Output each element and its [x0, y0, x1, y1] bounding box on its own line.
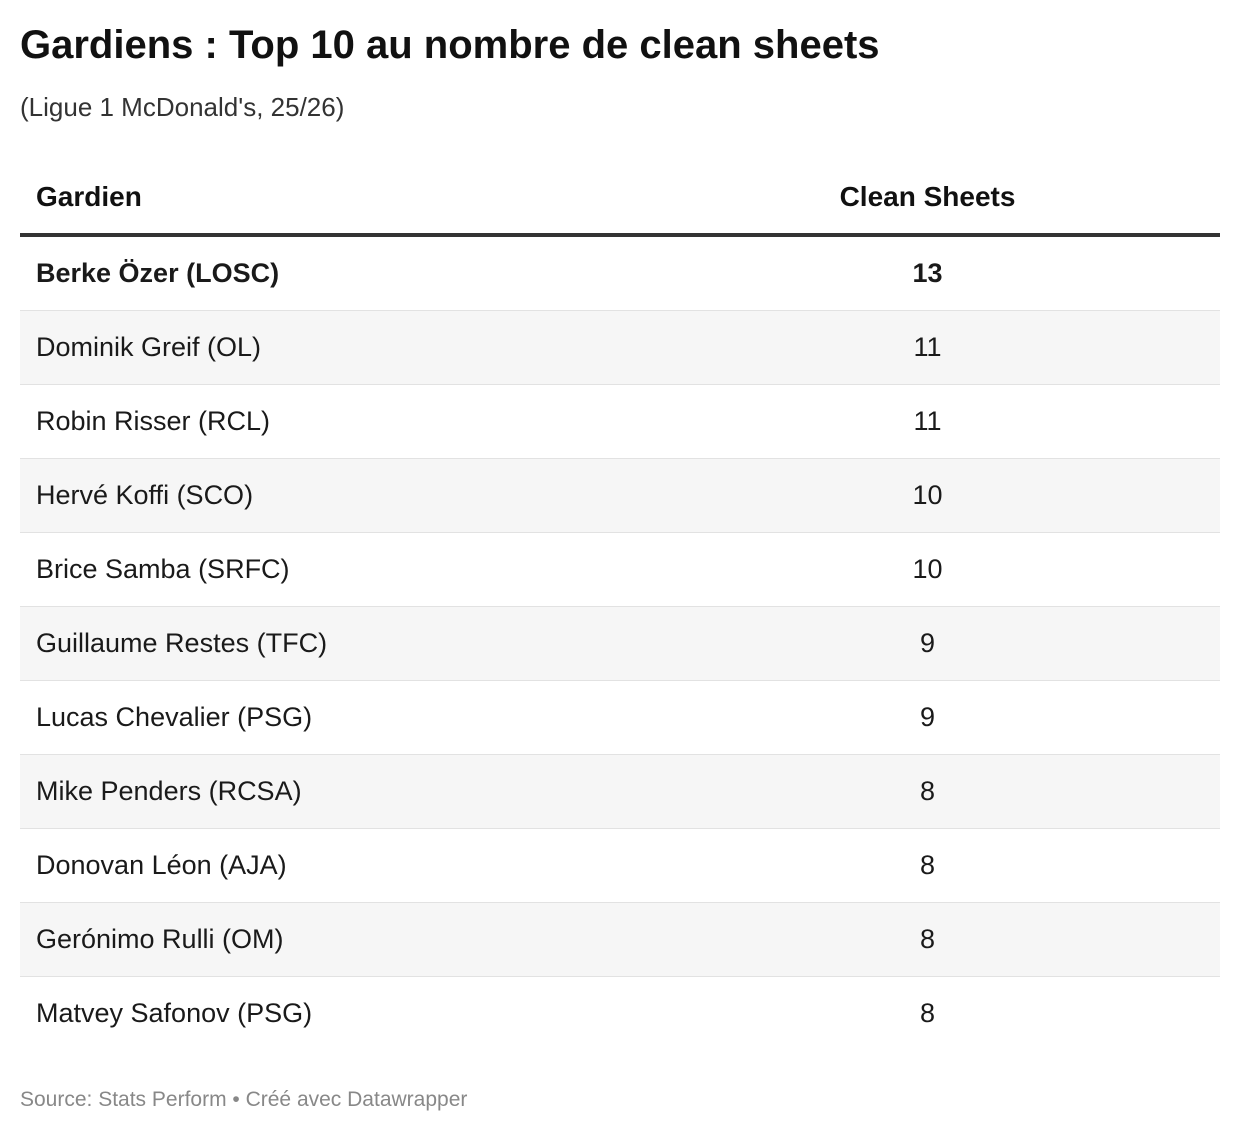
clean-sheets-value: 10 — [912, 554, 943, 584]
source-footer: Source: Stats Perform • Créé avec Datawr… — [20, 1088, 468, 1111]
table-row: Donovan Léon (AJA) 8 — [20, 829, 1220, 903]
goalkeeper-name: Donovan Léon (AJA) — [36, 850, 287, 880]
table-row: Hervé Koffi (SCO) 10 — [20, 459, 1220, 533]
clean-sheets-value: 11 — [913, 332, 942, 362]
clean-sheets-value: 8 — [919, 776, 936, 806]
table-row: Berke Özer (LOSC) 13 — [20, 237, 1220, 311]
table-body: Berke Özer (LOSC) 13 Dominik Greif (OL) 11 R… — [20, 237, 1220, 1050]
clean-sheets-value: 8 — [919, 998, 936, 1028]
table-row: Matvey Safonov (PSG) 8 — [20, 977, 1220, 1050]
table-header: Gardien Clean Sheets — [20, 160, 1220, 237]
clean-sheets-value: 11 — [913, 406, 942, 436]
goalkeeper-name: Guillaume Restes (TFC) — [36, 628, 328, 658]
clean-sheets-value: 8 — [919, 850, 936, 880]
table-row: Robin Risser (RCL) 11 — [20, 385, 1220, 459]
column-header-gardien: Gardien — [36, 180, 142, 212]
goalkeeper-name: Berke Özer (LOSC) — [36, 258, 280, 288]
goalkeeper-name: Hervé Koffi (SCO) — [36, 480, 254, 510]
clean-sheets-value: 13 — [912, 258, 943, 288]
table-row: Dominik Greif (OL) 11 — [20, 311, 1220, 385]
table-row: Brice Samba (SRFC) 10 — [20, 533, 1220, 607]
table-row: Gerónimo Rulli (OM) 8 — [20, 903, 1220, 977]
goalkeeper-name: Brice Samba (SRFC) — [36, 554, 290, 584]
data-table: Gardien Clean Sheets Berke Özer (LOSC) 13… — [20, 160, 1220, 1050]
goalkeeper-name: Dominik Greif (OL) — [36, 332, 262, 362]
table-row: Lucas Chevalier (PSG) 9 — [20, 681, 1220, 755]
goalkeeper-name: Robin Risser (RCL) — [36, 406, 271, 436]
clean-sheets-value: 9 — [919, 628, 936, 658]
chart-subtitle: (Ligue 1 McDonald's, 25/26) — [20, 92, 345, 122]
clean-sheets-value: 10 — [912, 480, 943, 510]
goalkeeper-name: Matvey Safonov (PSG) — [36, 998, 313, 1028]
clean-sheets-value: 9 — [919, 702, 936, 732]
goalkeeper-name: Mike Penders (RCSA) — [36, 776, 302, 806]
chart-title: Gardiens : Top 10 au nombre de clean she… — [20, 23, 880, 67]
goalkeeper-name: Gerónimo Rulli (OM) — [36, 924, 284, 954]
column-header-clean-sheets: Clean Sheets — [839, 180, 1016, 212]
table-row: Guillaume Restes (TFC) 9 — [20, 607, 1220, 681]
table-row: Mike Penders (RCSA) 8 — [20, 755, 1220, 829]
clean-sheets-value: 8 — [919, 924, 936, 954]
goalkeeper-name: Lucas Chevalier (PSG) — [36, 702, 313, 732]
